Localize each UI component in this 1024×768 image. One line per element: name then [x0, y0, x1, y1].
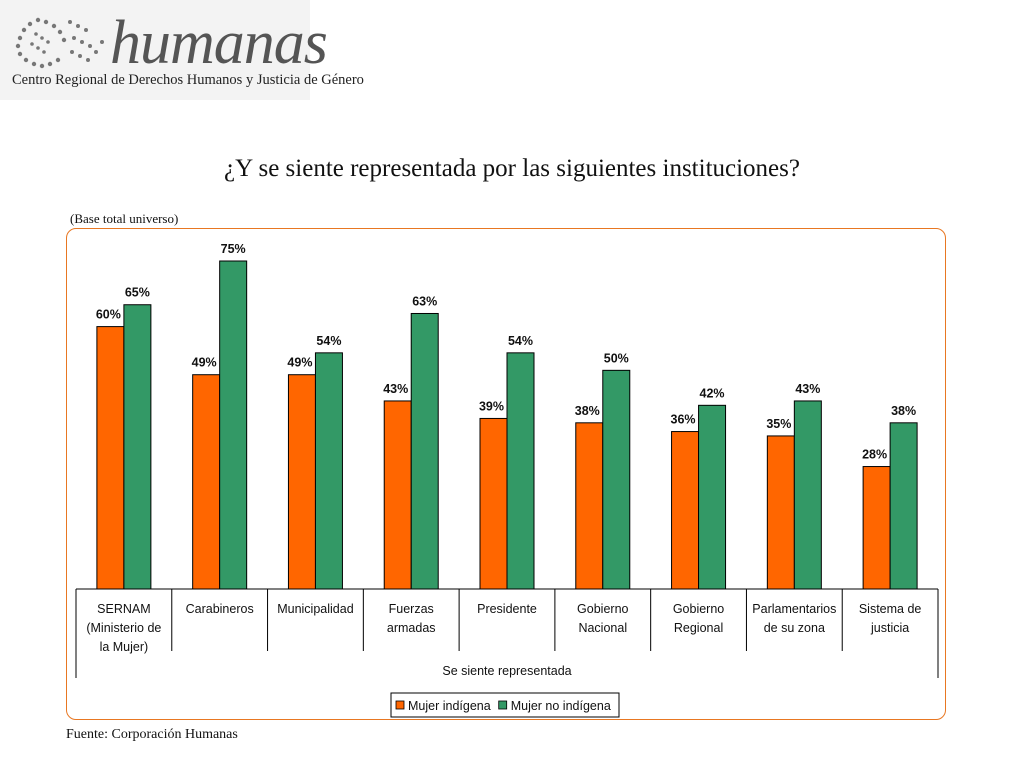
logo-subtitle: Centro Regional de Derechos Humanos y Ju…	[12, 72, 364, 88]
bar-no-indigena	[123, 304, 152, 590]
bar-indigena	[671, 431, 700, 590]
legend-label: Mujer no indígena	[511, 699, 611, 713]
category-label: Nacional	[578, 621, 627, 635]
source-note: Fuente: Corporación Humanas	[66, 727, 238, 742]
category-label: Sistema de	[859, 602, 922, 616]
data-label: 75%	[221, 242, 246, 256]
page-title: ¿Y se siente representada por las siguie…	[224, 155, 800, 182]
data-label: 49%	[192, 356, 217, 370]
bar-indigena	[192, 374, 221, 590]
data-label: 43%	[795, 382, 820, 396]
bar-indigena	[766, 435, 795, 590]
bar-no-indigena	[698, 404, 727, 590]
data-label: 39%	[479, 399, 504, 413]
data-label: 63%	[412, 294, 437, 308]
category-label: Regional	[674, 621, 723, 635]
group-label: Se siente representada	[442, 664, 571, 678]
category-label: Presidente	[477, 602, 537, 616]
data-label: 50%	[604, 351, 629, 365]
category-label: SERNAM	[97, 602, 150, 616]
bar-no-indigena	[602, 369, 631, 590]
logo-dots-icon	[15, 17, 104, 69]
data-label: 28%	[862, 448, 887, 462]
legend-swatch	[395, 700, 405, 710]
chart-frame	[66, 228, 946, 720]
category-label: Gobierno	[577, 602, 628, 616]
logo-wordmark: humanas	[110, 9, 328, 77]
category-label: (Ministerio de	[86, 621, 161, 635]
category-label: Gobierno	[673, 602, 724, 616]
data-label: 36%	[671, 413, 696, 427]
data-label: 54%	[508, 334, 533, 348]
logo: humanas Centro Regional de Derechos Huma…	[0, 0, 364, 100]
base-note: (Base total universo)	[70, 211, 179, 226]
bar-indigena	[96, 326, 125, 590]
category-label: Municipalidad	[277, 602, 353, 616]
category-label: Carabineros	[186, 602, 254, 616]
data-label: 54%	[316, 334, 341, 348]
legend-label: Mujer indígena	[408, 699, 491, 713]
category-label: justicia	[870, 621, 909, 635]
data-label: 65%	[125, 286, 150, 300]
bar-no-indigena	[793, 400, 822, 590]
bar-indigena	[862, 466, 891, 590]
data-label: 38%	[575, 404, 600, 418]
data-label: 35%	[766, 417, 791, 431]
bar-no-indigena	[219, 260, 248, 590]
bar-no-indigena	[314, 352, 343, 590]
bar-no-indigena	[410, 312, 439, 590]
data-label: 38%	[891, 404, 916, 418]
data-label: 43%	[383, 382, 408, 396]
bar-no-indigena	[889, 422, 918, 590]
data-label: 60%	[96, 308, 121, 322]
bar-indigena	[479, 417, 508, 590]
data-label: 49%	[287, 356, 312, 370]
category-label: la Mujer)	[100, 640, 149, 654]
data-label: 42%	[700, 386, 725, 400]
legend-swatch	[498, 700, 508, 710]
category-label: armadas	[387, 621, 436, 635]
bar-indigena	[383, 400, 412, 590]
category-label: de su zona	[764, 621, 825, 635]
bar-indigena	[287, 374, 316, 590]
bar-indigena	[575, 422, 604, 590]
category-label: Fuerzas	[389, 602, 434, 616]
category-label: Parlamentarios	[752, 602, 836, 616]
bar-no-indigena	[506, 352, 535, 590]
